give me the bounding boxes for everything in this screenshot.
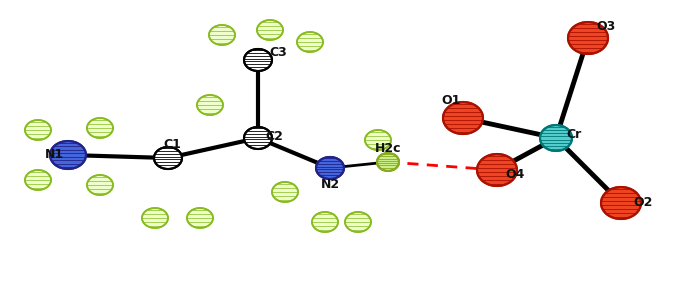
Ellipse shape <box>87 175 113 195</box>
Ellipse shape <box>568 22 608 54</box>
Ellipse shape <box>25 170 51 190</box>
Text: N1: N1 <box>45 147 64 160</box>
Text: C2: C2 <box>265 129 283 142</box>
Ellipse shape <box>601 187 641 219</box>
Text: C3: C3 <box>269 45 287 58</box>
Ellipse shape <box>142 208 168 228</box>
Ellipse shape <box>187 208 213 228</box>
Text: H2c: H2c <box>375 142 401 155</box>
Ellipse shape <box>257 20 283 40</box>
Ellipse shape <box>377 153 399 171</box>
Ellipse shape <box>25 120 51 140</box>
Text: O3: O3 <box>597 19 616 32</box>
Ellipse shape <box>50 141 86 169</box>
Ellipse shape <box>209 25 235 45</box>
Ellipse shape <box>244 127 272 149</box>
Ellipse shape <box>365 130 391 150</box>
Ellipse shape <box>87 118 113 138</box>
Ellipse shape <box>345 212 371 232</box>
Ellipse shape <box>540 125 572 151</box>
Ellipse shape <box>244 49 272 71</box>
Ellipse shape <box>272 182 298 202</box>
Ellipse shape <box>312 212 338 232</box>
Ellipse shape <box>297 32 323 52</box>
Ellipse shape <box>477 154 517 186</box>
Ellipse shape <box>316 157 344 179</box>
Ellipse shape <box>197 95 223 115</box>
Text: O2: O2 <box>633 197 653 210</box>
Ellipse shape <box>443 102 483 134</box>
Text: N2: N2 <box>321 177 340 191</box>
Ellipse shape <box>154 147 182 169</box>
Text: C1: C1 <box>163 138 181 151</box>
Text: O1: O1 <box>441 94 460 107</box>
Text: O4: O4 <box>505 168 525 180</box>
Text: Cr: Cr <box>566 127 582 140</box>
